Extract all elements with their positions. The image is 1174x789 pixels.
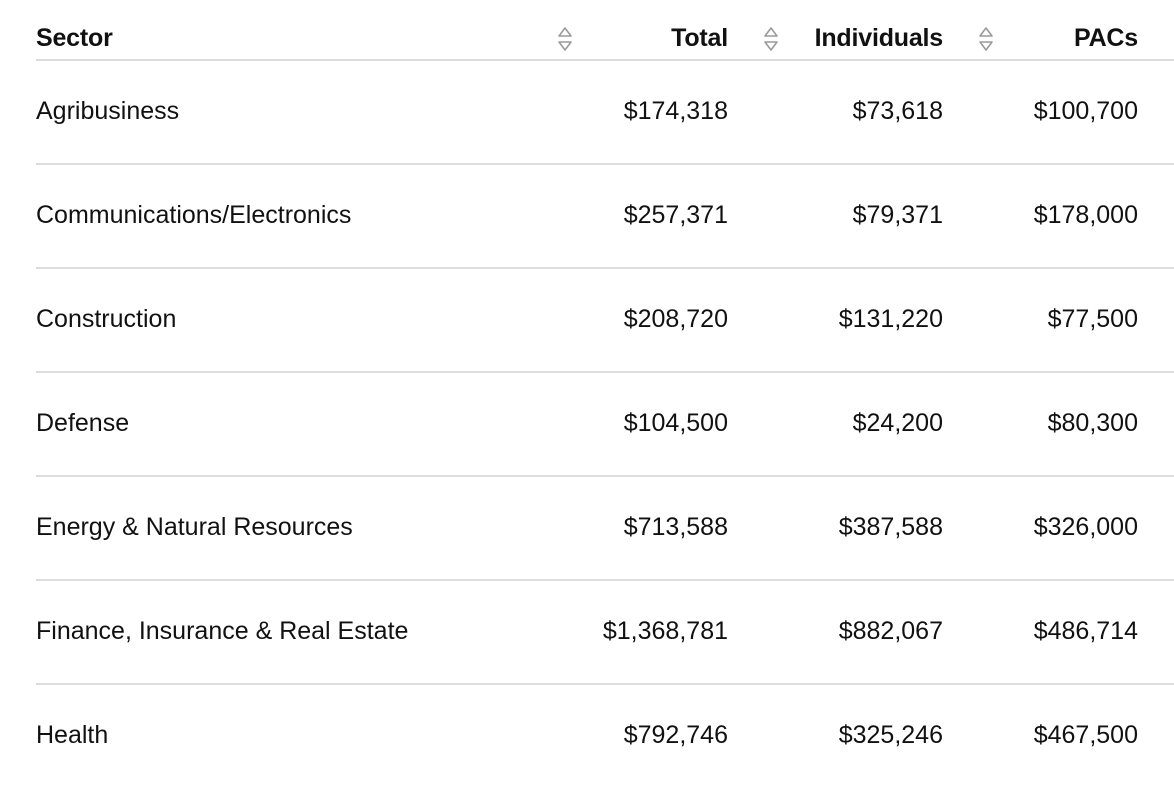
table-row: Communications/Electronics $257,371 $79,… xyxy=(36,165,1174,269)
table-header: Sector Total Individuals PACs xyxy=(36,0,1174,61)
column-header-individuals[interactable]: Individuals xyxy=(814,24,944,52)
cell-sector: Energy & Natural Resources xyxy=(36,513,353,541)
cell-sector: Defense xyxy=(36,409,130,437)
cell-total: $174,318 xyxy=(623,97,728,125)
table-row: Construction $208,720 $131,220 $77,500 xyxy=(36,269,1174,373)
table-row: Agribusiness $174,318 $73,618 $100,700 xyxy=(36,61,1174,165)
table-row: Energy & Natural Resources $713,588 $387… xyxy=(36,477,1174,581)
cell-pacs: $100,700 xyxy=(1033,97,1138,125)
cell-sector: Finance, Insurance & Real Estate xyxy=(36,617,409,645)
cell-sector: Agribusiness xyxy=(36,97,180,125)
cell-individuals: $882,067 xyxy=(838,617,943,645)
sort-updown-icon[interactable] xyxy=(763,26,779,54)
cell-sector: Health xyxy=(36,721,109,749)
cell-pacs: $80,300 xyxy=(1047,409,1138,437)
cell-pacs: $77,500 xyxy=(1047,305,1138,333)
column-header-total[interactable]: Total xyxy=(671,24,728,52)
cell-individuals: $24,200 xyxy=(852,409,943,437)
sector-contributions-table: Sector Total Individuals PACs Agribusine… xyxy=(36,0,1174,789)
cell-total: $792,746 xyxy=(623,721,728,749)
cell-total: $713,588 xyxy=(623,513,728,541)
cell-individuals: $79,371 xyxy=(852,201,943,229)
table-row: Defense $104,500 $24,200 $80,300 xyxy=(36,373,1174,477)
cell-pacs: $326,000 xyxy=(1033,513,1138,541)
cell-total: $104,500 xyxy=(623,409,728,437)
cell-pacs: $467,500 xyxy=(1033,721,1138,749)
cell-individuals: $73,618 xyxy=(852,97,943,125)
column-header-pacs[interactable]: PACs xyxy=(1073,24,1138,52)
cell-sector: Construction xyxy=(36,305,177,333)
table-row: Health $792,746 $325,246 $467,500 xyxy=(36,685,1174,789)
cell-pacs: $486,714 xyxy=(1033,617,1138,645)
cell-individuals: $387,588 xyxy=(838,513,943,541)
cell-pacs: $178,000 xyxy=(1033,201,1138,229)
cell-individuals: $325,246 xyxy=(838,721,943,749)
cell-sector: Communications/Electronics xyxy=(36,201,352,229)
table-row: Finance, Insurance & Real Estate $1,368,… xyxy=(36,581,1174,685)
cell-individuals: $131,220 xyxy=(838,305,943,333)
cell-total: $1,368,781 xyxy=(602,617,728,645)
sort-updown-icon[interactable] xyxy=(557,26,573,54)
sort-updown-icon[interactable] xyxy=(978,26,994,54)
column-header-sector[interactable]: Sector xyxy=(36,24,113,52)
cell-total: $257,371 xyxy=(623,201,728,229)
cell-total: $208,720 xyxy=(623,305,728,333)
